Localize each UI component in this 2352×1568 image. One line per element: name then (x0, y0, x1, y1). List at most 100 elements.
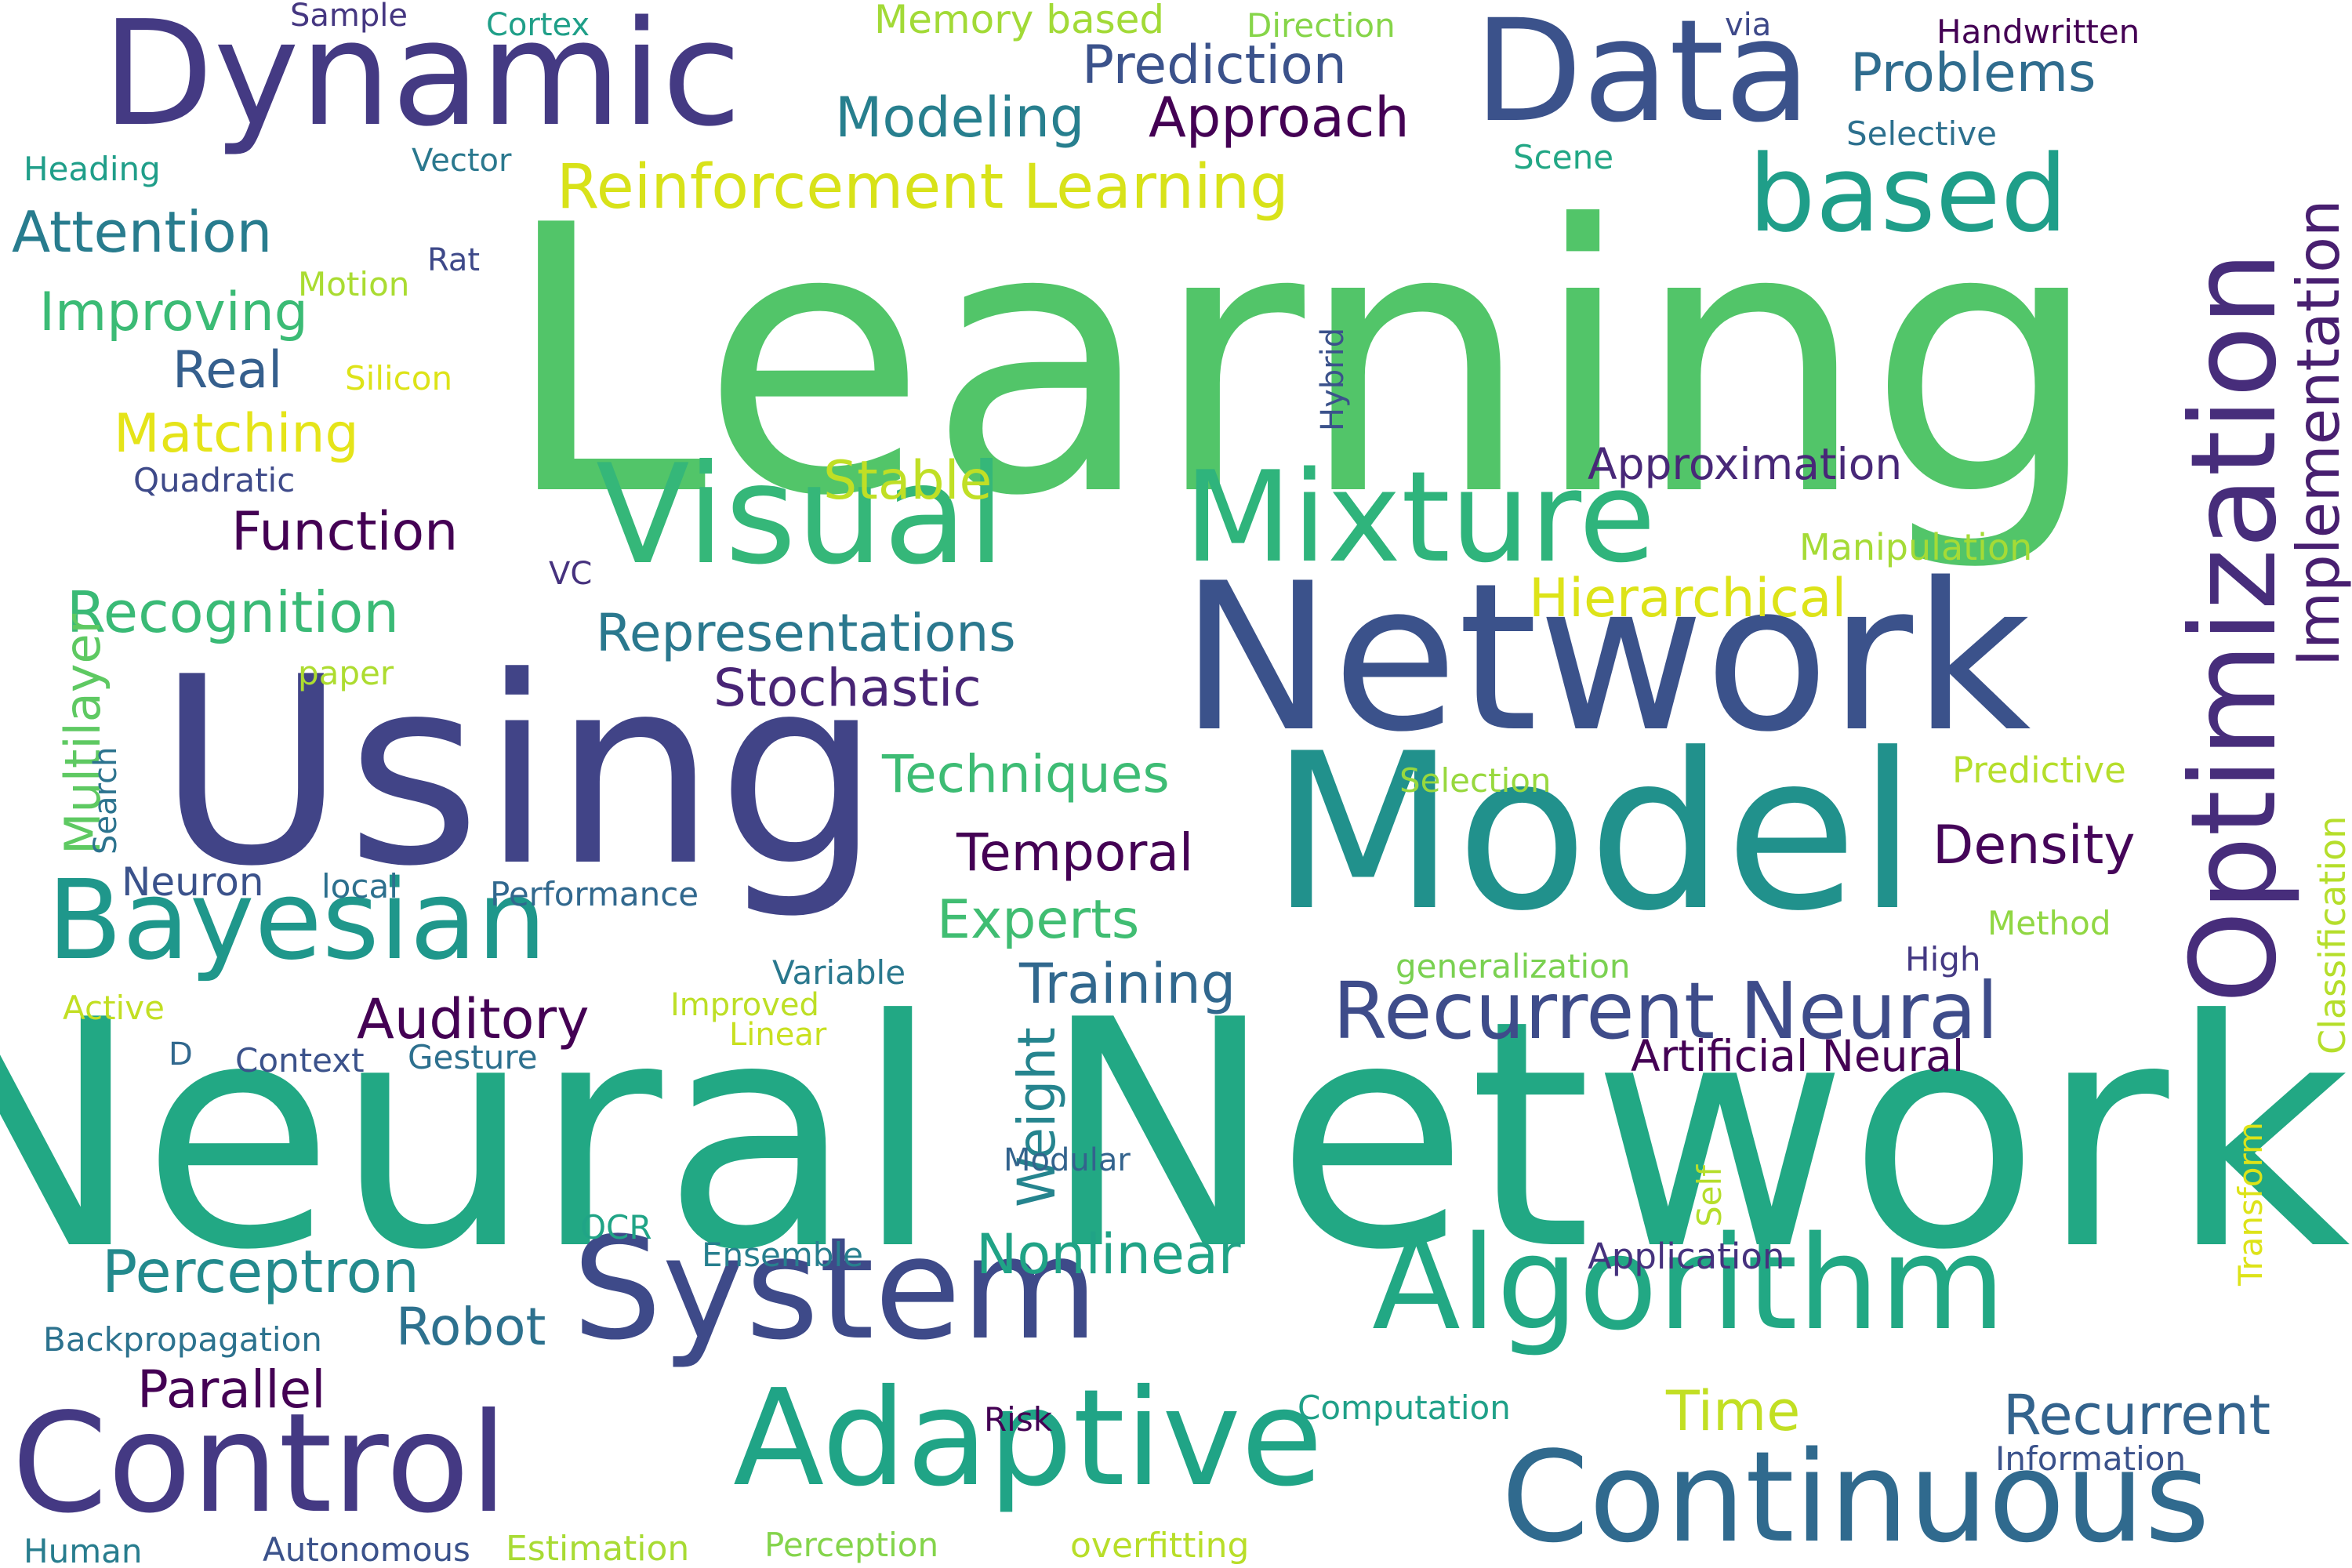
word-d: D (169, 1036, 193, 1073)
word-dynamic: Dynamic (102, 0, 742, 158)
word-ensemble: Ensemble (702, 1236, 863, 1274)
word-visual: Visual (596, 436, 1006, 595)
word-control: Control (12, 1385, 508, 1544)
word-active: Active (63, 989, 165, 1027)
word-search: Search (88, 746, 124, 855)
word-mixture: Mixture (1184, 444, 1657, 590)
word-performance: Performance (490, 875, 699, 913)
word-ocr: OCR (580, 1208, 652, 1247)
word-modular: Modular (1004, 1142, 1131, 1178)
word-adaptive: Adaptive (733, 1361, 1323, 1516)
word-bayesian: Bayesian (47, 857, 547, 985)
word-predictive: Predictive (1952, 750, 2126, 791)
word-artificial-neural: Artificial Neural (1631, 1031, 1965, 1081)
word-model: Model (1270, 707, 1918, 958)
word-function: Function (231, 501, 459, 563)
word-via: via (1725, 7, 1772, 43)
word-context: Context (235, 1041, 365, 1080)
word-direction: Direction (1247, 6, 1396, 45)
word-selective: Selective (1846, 114, 1997, 153)
word-optimization: Optimization (2166, 251, 2303, 1004)
word-recurrent-neural: Recurrent Neural (1333, 965, 1998, 1057)
word-improved: Improved (670, 987, 819, 1023)
word-handwritten: Handwritten (1936, 13, 2140, 51)
word-scene: Scene (1513, 138, 1614, 176)
word-learning: Learning (502, 147, 2102, 576)
word-network: Network (1180, 540, 2031, 777)
word-memory-based: Memory based (874, 0, 1165, 42)
word-algorithm: Algorithm (1372, 1208, 2006, 1359)
word-neural-network: Neural Network (0, 954, 2350, 1319)
word-perceptron: Perceptron (102, 1237, 419, 1306)
word-vector: Vector (412, 143, 512, 179)
word-classification: Classification (2311, 815, 2352, 1054)
word-self: Self (1690, 1165, 1729, 1227)
word-time: Time (1666, 1379, 1801, 1443)
word-problems: Problems (1850, 42, 2096, 104)
word-estimation: Estimation (506, 1529, 690, 1568)
word-approach: Approach (1149, 85, 1410, 150)
word-continuous: Continuous (1501, 1424, 2210, 1568)
word-neuron: Neuron (122, 859, 264, 905)
word-high: High (1905, 940, 1981, 978)
word-training: Training (1019, 952, 1236, 1016)
word-prediction: Prediction (1082, 34, 1347, 96)
word-system: System (572, 1207, 1099, 1371)
word-silicon: Silicon (345, 359, 453, 397)
word-weight: Weight (1007, 1027, 1067, 1207)
word-modeling: Modeling (835, 85, 1085, 150)
word-attention: Attention (12, 199, 273, 265)
word-computation: Computation (1298, 1388, 1511, 1427)
word-improving: Improving (39, 281, 308, 343)
word-linear: Linear (729, 1017, 827, 1053)
word-auditory: Auditory (357, 987, 590, 1051)
word-rat: Rat (427, 242, 481, 278)
word-generalization: generalization (1396, 947, 1631, 985)
word-sample: Sample (290, 0, 408, 34)
word-recognition: Recognition (67, 579, 399, 645)
word-temporal: Temporal (956, 822, 1194, 883)
word-human: Human (24, 1532, 143, 1568)
word-real: Real (172, 341, 283, 400)
word-cortex: Cortex (486, 7, 590, 43)
word-gesture: Gesture (408, 1038, 538, 1076)
word-variable: Variable (772, 953, 906, 992)
word-using: Using (157, 622, 881, 923)
word-approximation: Approximation (1588, 439, 1903, 489)
word-motion: Motion (298, 265, 410, 303)
word-implementation: Implementation (2284, 199, 2352, 666)
word-quadratic: Quadratic (133, 461, 296, 499)
word-paper: paper (298, 654, 394, 692)
word-manipulation: Manipulation (1799, 526, 2033, 568)
word-robot: Robot (396, 1297, 546, 1357)
word-method: Method (1987, 904, 2111, 942)
word-reinforcement-learning: Reinforcement Learning (557, 152, 1289, 223)
word-recurrent: Recurrent (2003, 1383, 2271, 1447)
word-backpropagation: Backpropagation (43, 1320, 322, 1359)
word-nonlinear: Nonlinear (976, 1222, 1241, 1287)
word-hierarchical: Hierarchical (1529, 568, 1847, 630)
word-information: Information (1995, 1439, 2187, 1478)
word-matching: Matching (114, 403, 359, 465)
word-data: Data (1474, 0, 1811, 154)
word-hybrid: Hybrid (1315, 327, 1351, 431)
word-perception: Perception (764, 1526, 939, 1564)
word-experts: Experts (937, 889, 1140, 951)
word-stochastic: Stochastic (713, 658, 982, 718)
word-risk: Risk (984, 1400, 1053, 1439)
word-selection: Selection (1399, 761, 1552, 800)
word-parallel: Parallel (137, 1359, 326, 1420)
word-vc: VC (549, 556, 593, 592)
word-density: Density (1933, 815, 2136, 877)
word-local: local (321, 867, 398, 906)
word-techniques: Techniques (882, 744, 1170, 804)
word-application: Application (1588, 1236, 1785, 1277)
word-representations: Representations (596, 603, 1016, 663)
word-stable: Stable (823, 450, 993, 512)
word-transform: Transform (2231, 1122, 2270, 1286)
word-heading: Heading (24, 150, 161, 188)
word-based: based (1748, 132, 2068, 256)
word-autonomous: Autonomous (263, 1530, 470, 1568)
word-overfitting: overfitting (1070, 1526, 1250, 1566)
